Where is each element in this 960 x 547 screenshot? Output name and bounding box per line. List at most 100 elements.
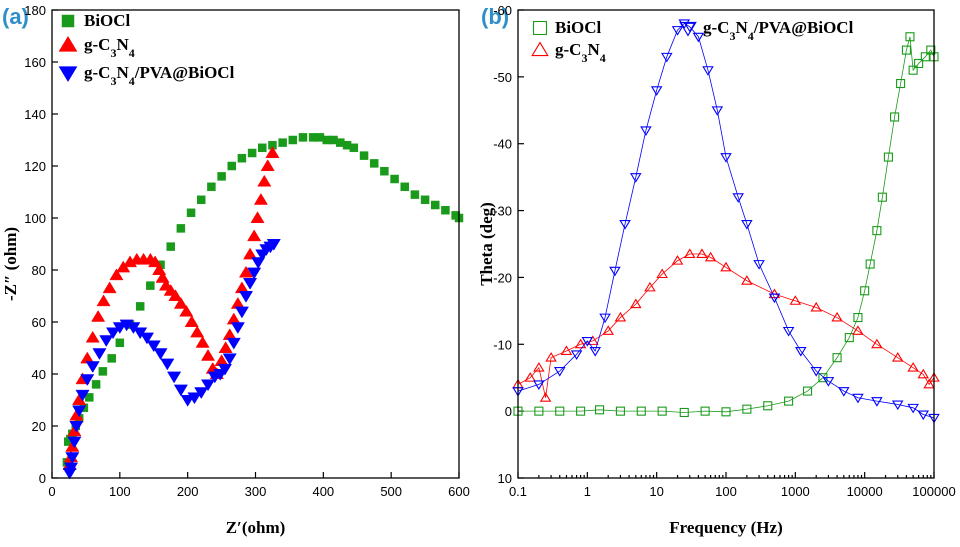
series-3 [512,19,940,424]
data-point [784,396,794,406]
data-point [553,367,566,377]
data-point [359,151,369,160]
legend-marker [58,35,78,52]
data-point [810,367,822,377]
data-point [238,265,254,278]
data-point [135,302,145,311]
data-point [917,368,930,379]
data-point [167,371,182,384]
data-point [266,239,281,251]
data-point [72,405,87,418]
legend-marker [679,21,697,37]
data-point [218,341,233,353]
panel-label-a: (a) [2,4,29,29]
data-point [871,397,883,407]
data-point [609,266,621,277]
data-point [96,294,111,307]
data-point [692,32,705,43]
data-point [524,372,536,382]
data-point [852,393,864,404]
data-point [247,148,257,158]
data-point [67,436,82,449]
data-point [768,293,781,304]
data-point [80,374,95,386]
data-point [644,281,656,292]
data-point [891,352,904,362]
data-point [102,281,117,294]
data-point [247,229,262,242]
x-tick-label: 200 [177,484,199,499]
y-tick-label: -30 [493,204,512,219]
legend-entry: g-C3N4/PVA@BiOCl [703,18,854,43]
data-point [630,173,642,183]
x-tick-label: 100 [715,484,737,499]
data-point [905,32,915,42]
data-point [227,161,237,171]
y-tick-label: 120 [24,159,46,174]
data-point [810,301,822,312]
y-tick-label: 40 [32,367,46,382]
data-point [679,407,689,418]
data-point [650,86,663,96]
x-tick-label: 0 [48,484,55,499]
data-point [636,406,646,416]
data-point [243,278,258,290]
data-point [63,462,79,475]
data-point [838,387,850,397]
x-tick-label: 300 [245,484,267,499]
y-tick-label: 10 [498,471,512,486]
data-point [410,190,420,199]
data-point [257,174,272,187]
data-point [176,224,186,233]
x-axis-title: Z′(ohm) [226,518,286,537]
data-point [865,259,875,269]
data-point [741,275,753,285]
data-point [753,260,765,270]
data-point [671,255,684,265]
data-point [207,182,216,192]
legend-a: BiOCl g-C3N4 g-C3N4/PVA@BiOCl [58,11,235,88]
data-point [721,407,731,417]
data-point [98,367,108,376]
data-point [85,393,94,402]
data-point [907,362,919,372]
plot-frame-a [51,9,460,479]
data-point [253,193,268,205]
data-point [298,133,308,142]
series-2 [62,146,280,470]
y-tick-label: -40 [493,137,512,152]
legend-entry: g-C3N4 [84,35,135,60]
y-tick-label: -10 [493,337,512,352]
x-tick-label: 100000 [912,484,955,499]
x-tick-label: 400 [312,484,334,499]
data-point [907,403,919,414]
data-point [200,349,216,361]
data-point [926,45,936,55]
y-axis-title: -Z″ (ohm) [1,227,20,301]
data-point [278,138,287,147]
data-point [107,354,116,363]
data-point [678,19,691,29]
data-point [234,306,249,319]
series-line [517,253,935,398]
data-point [789,295,802,305]
series-line [518,36,935,413]
x-tick-label: 10000 [847,484,883,499]
data-point [106,327,121,340]
data-point [184,315,199,327]
panel-label-b: (b) [481,4,509,29]
legend-marker [61,14,75,28]
data-point [187,392,202,405]
data-point [250,211,265,223]
series-line [517,22,935,419]
data-point [146,281,155,290]
data-point [890,112,900,122]
y-tick-label: -60 [493,3,512,18]
data-point [795,347,807,357]
data-point [683,22,696,33]
legend-entry: g-C3N4/PVA@BiOCl [84,63,235,88]
data-point [186,208,196,218]
data-point [589,347,602,357]
data-point [640,126,652,136]
data-point [702,66,714,76]
